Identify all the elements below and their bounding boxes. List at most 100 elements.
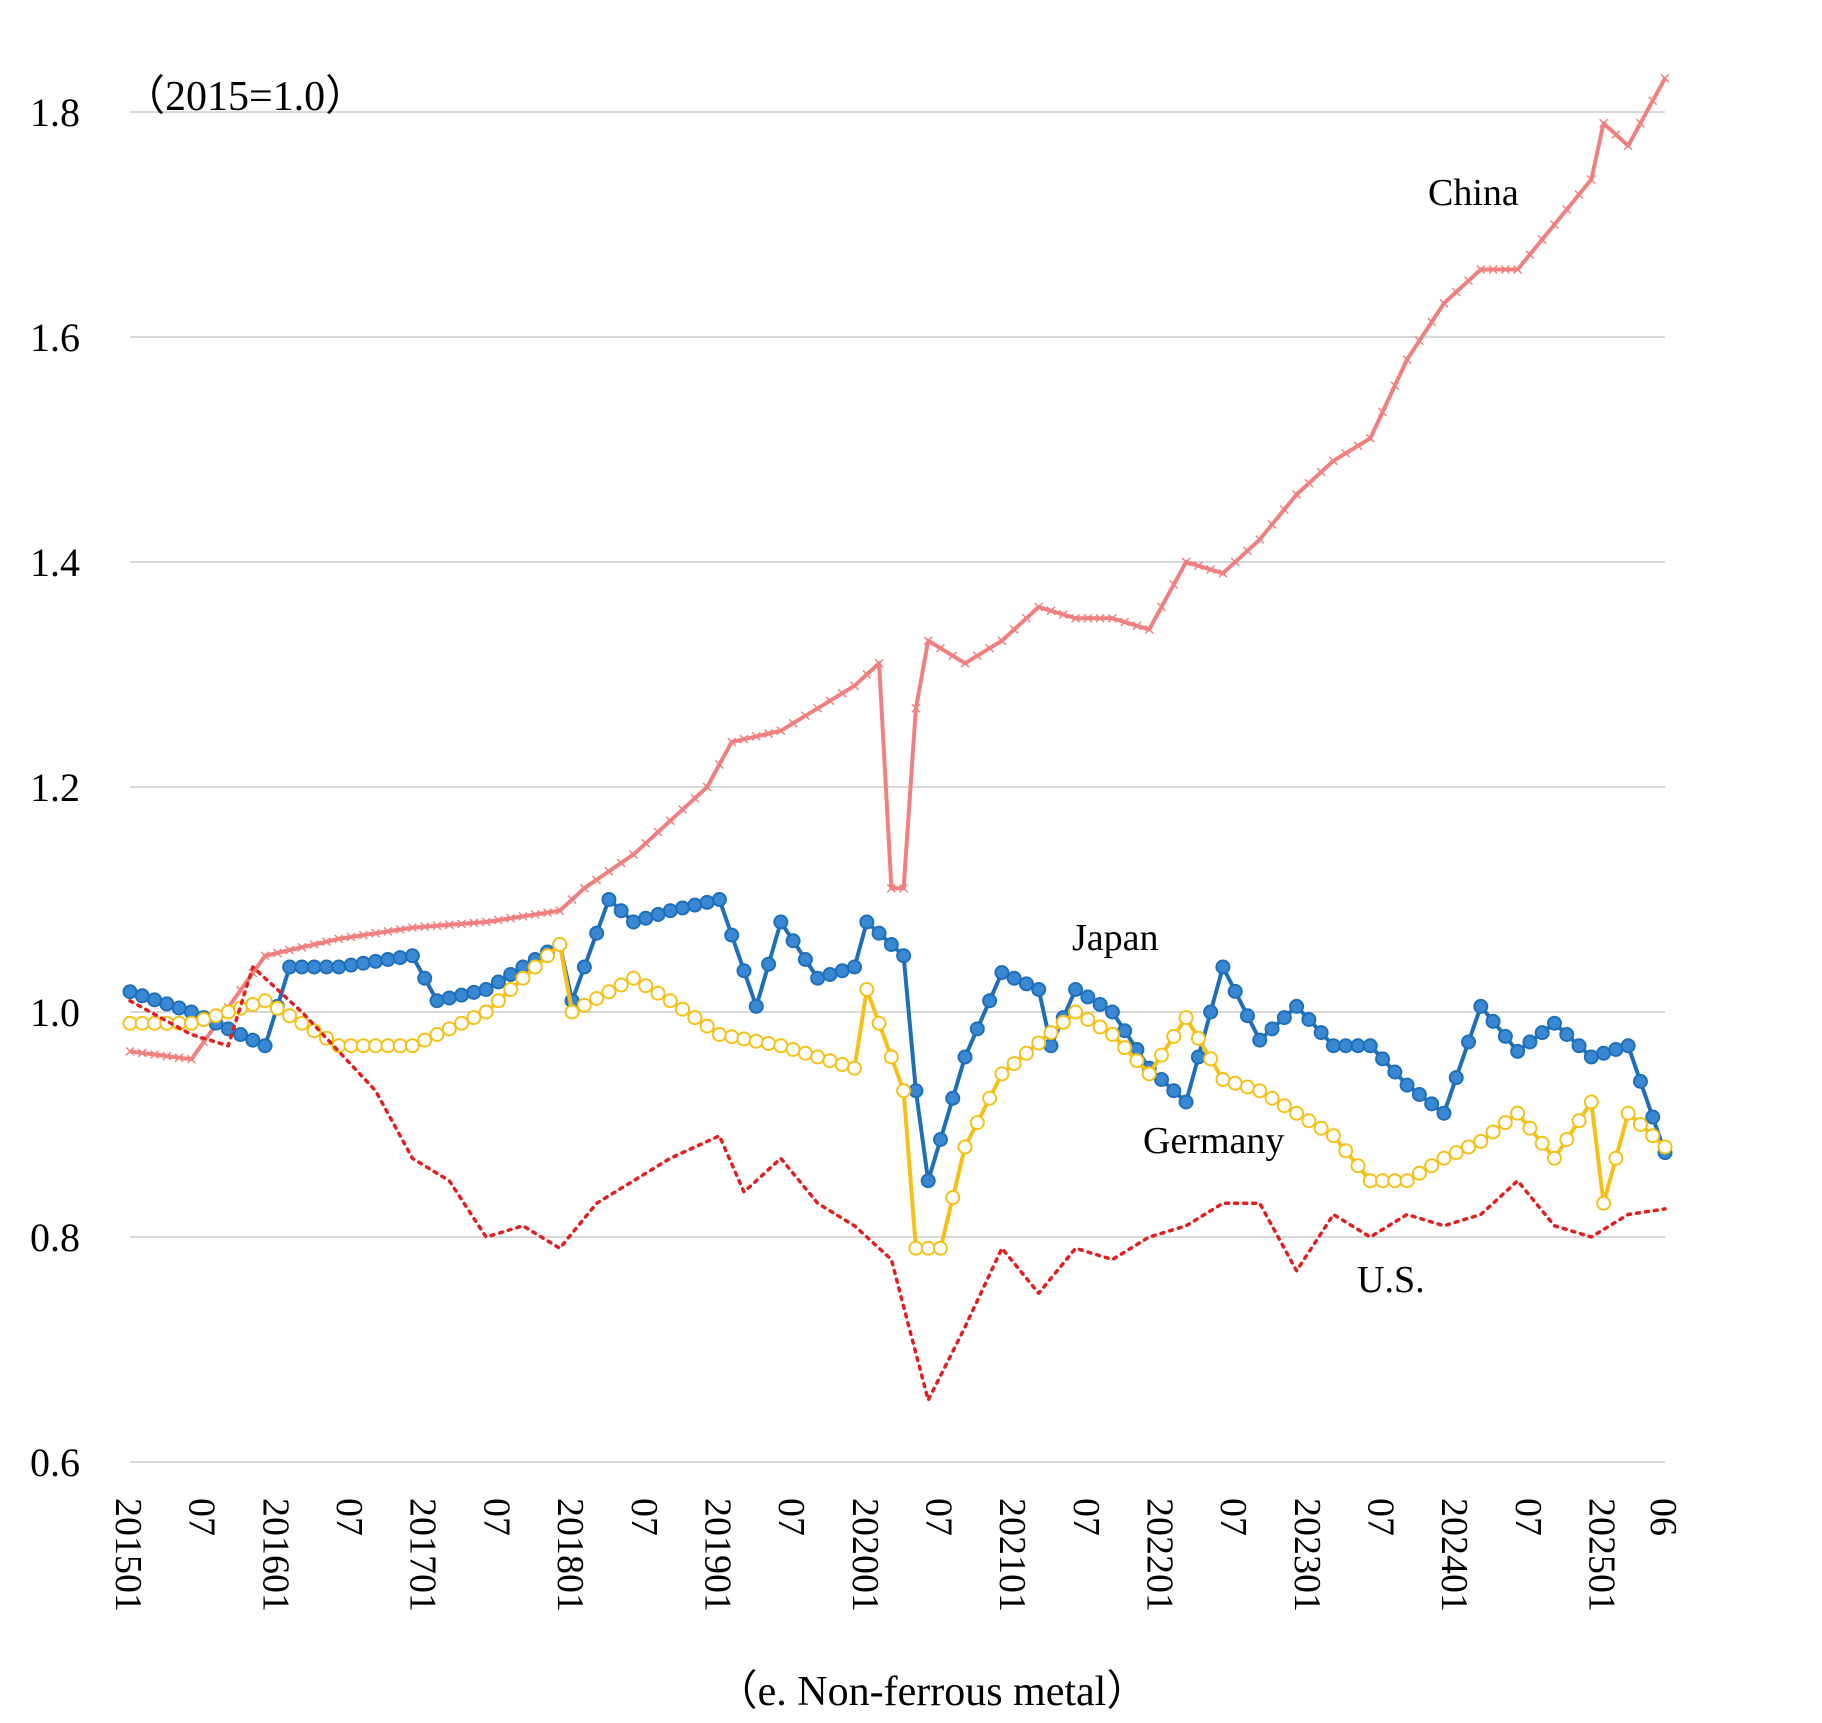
data-point-germany	[576, 997, 592, 1013]
data-point-japan	[1203, 1004, 1219, 1020]
data-point-japan	[257, 1038, 273, 1054]
data-point-germany	[1203, 1051, 1219, 1067]
data-point-china	[800, 711, 810, 721]
data-point-japan	[233, 1027, 249, 1042]
data-point-japan	[822, 967, 838, 982]
data-point-japan	[773, 914, 789, 930]
data-point-china	[1525, 249, 1535, 260]
data-point-japan	[1632, 1073, 1648, 1089]
data-point-china	[641, 838, 651, 848]
data-point-japan	[1387, 1064, 1403, 1080]
series-line-us	[128, 965, 1667, 1402]
y-tick-label: 1.8	[30, 90, 80, 135]
data-point-japan	[1080, 989, 1096, 1005]
data-point-china	[764, 729, 774, 739]
data-point-japan	[454, 987, 470, 1003]
data-point-china	[493, 915, 503, 925]
data-point-china	[788, 718, 798, 728]
data-point-japan	[1534, 1025, 1550, 1041]
data-point-japan	[1546, 1015, 1562, 1031]
data-point-china	[1463, 276, 1474, 286]
gridlines	[130, 111, 1665, 1463]
data-point-germany	[1043, 1025, 1059, 1041]
data-point-japan	[1497, 1028, 1513, 1044]
data-point-germany	[699, 1018, 715, 1034]
data-point-japan	[625, 914, 641, 930]
data-point-japan	[1178, 1094, 1194, 1110]
data-point-germany	[1117, 1040, 1133, 1056]
data-point-germany	[355, 1038, 371, 1054]
data-point-china	[1586, 174, 1596, 185]
data-point-japan	[1522, 1034, 1538, 1050]
data-point-china	[665, 816, 675, 826]
series-label-china: China	[1428, 172, 1519, 214]
x-tick-label: 202001	[844, 1498, 886, 1612]
data-point-china	[567, 894, 577, 905]
data-point-germany	[1338, 1143, 1354, 1159]
data-point-china	[874, 658, 884, 668]
data-point-japan	[982, 993, 998, 1009]
data-point-china	[469, 918, 479, 928]
data-point-japan	[171, 1000, 187, 1016]
data-point-japan	[945, 1090, 961, 1106]
data-point-germany	[564, 1004, 580, 1020]
data-point-germany	[1399, 1173, 1415, 1189]
data-point-germany	[515, 970, 531, 986]
data-point-japan	[380, 952, 396, 967]
series-label-japan: Japan	[1072, 917, 1159, 959]
data-point-germany	[1006, 1056, 1022, 1072]
data-point-japan	[748, 998, 764, 1014]
data-point-china	[457, 919, 467, 929]
data-point-germany	[785, 1042, 801, 1057]
data-point-germany	[1473, 1133, 1489, 1149]
data-point-germany	[1510, 1105, 1526, 1121]
series-us	[128, 965, 1667, 1402]
data-point-china	[272, 948, 282, 958]
x-tick-label: 07	[181, 1498, 223, 1536]
data-point-germany	[1350, 1158, 1366, 1174]
data-point-japan	[711, 892, 727, 907]
data-point-china	[137, 1048, 147, 1058]
data-point-japan	[1596, 1045, 1612, 1061]
data-point-china	[1107, 613, 1117, 623]
data-point-germany	[945, 1190, 961, 1206]
y-axis: 0.6 0.8 1.0 1.2 1.4 1.6 1.8	[30, 90, 80, 1485]
data-point-germany	[1178, 1010, 1194, 1026]
series-china	[125, 73, 1670, 1064]
data-point-germany	[1387, 1173, 1403, 1189]
x-tick-label: 07	[1065, 1498, 1107, 1536]
data-point-china	[678, 804, 688, 815]
x-tick-label: 07	[328, 1498, 370, 1536]
x-tick-label: 202501	[1581, 1498, 1623, 1612]
data-point-japan	[1301, 1012, 1317, 1027]
data-point-japan	[1645, 1109, 1661, 1125]
data-point-japan	[613, 903, 629, 919]
data-point-germany	[294, 1015, 310, 1031]
data-point-china	[1181, 557, 1191, 567]
data-point-germany	[1608, 1150, 1624, 1166]
data-point-japan	[1325, 1038, 1341, 1054]
data-point-china	[383, 926, 393, 936]
x-tick-label: 202101	[991, 1498, 1033, 1612]
data-point-china	[1537, 234, 1547, 245]
series-line-china	[129, 77, 1667, 1062]
data-point-germany	[466, 1010, 482, 1026]
data-point-japan	[1166, 1083, 1182, 1099]
data-point-china	[174, 1053, 184, 1063]
data-point-china	[899, 883, 909, 893]
data-point-germany	[810, 1049, 826, 1065]
data-point-china	[886, 883, 896, 893]
data-point-germany	[773, 1038, 789, 1054]
data-point-japan	[589, 925, 605, 941]
x-tick-label: 07	[475, 1498, 517, 1536]
data-point-germany	[441, 1021, 457, 1037]
data-point-germany	[1068, 1004, 1084, 1020]
data-point-germany	[1522, 1120, 1538, 1136]
x-axis: 201501 07 201601 07 201701 07 201801 07 201901 07…	[107, 1498, 1684, 1612]
data-point-china	[346, 932, 356, 942]
data-point-china	[321, 937, 332, 947]
data-point-japan	[1154, 1072, 1170, 1087]
data-point-japan	[147, 992, 163, 1008]
data-point-germany	[1571, 1113, 1587, 1129]
